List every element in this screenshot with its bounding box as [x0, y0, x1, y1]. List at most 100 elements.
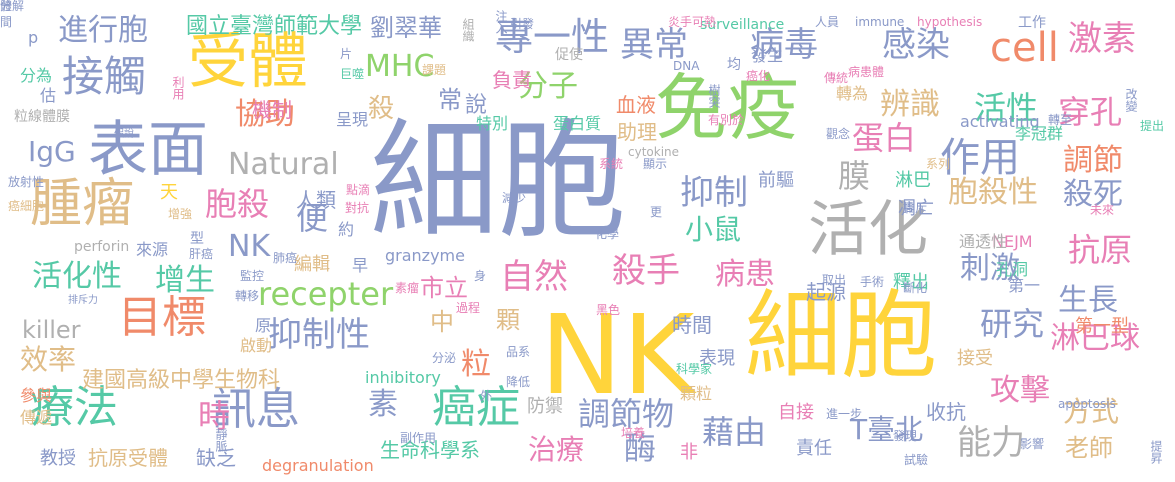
cloud-word: 身	[474, 269, 487, 283]
cloud-word: 免疫	[655, 66, 800, 150]
cloud-word: 降低	[506, 375, 531, 389]
cloud-word: killer	[22, 316, 81, 344]
cloud-word: 副作用	[400, 431, 437, 445]
cloud-word: 系列	[926, 157, 951, 171]
cloud-word: 傳統	[824, 71, 849, 85]
cloud-word: 抗原受體	[88, 446, 168, 470]
cloud-word: 調節物	[578, 395, 675, 433]
cloud-word: 工作	[1018, 15, 1046, 31]
cloud-word: 提出	[1140, 119, 1165, 133]
cloud-word: 劉翠華	[370, 14, 442, 42]
cloud-word: 分解	[0, 0, 25, 13]
cloud-word: 巨噬	[340, 67, 365, 81]
cloud-word: 傳遞	[20, 408, 53, 427]
cloud-word: 訊息	[212, 384, 300, 435]
cloud-word: NK	[540, 291, 695, 419]
cloud-word: 炎手可熱	[668, 15, 717, 29]
cloud-word: 斷化	[903, 281, 928, 295]
cloud-word: 抑制	[680, 173, 748, 213]
cloud-word: 殺死	[1063, 177, 1123, 212]
cloud-word: 非	[680, 442, 698, 463]
cloud-word: 黑色	[596, 303, 621, 317]
cloud-word: 轉移	[235, 289, 260, 303]
cloud-word: 調節	[1063, 143, 1123, 178]
cloud-word: 負責	[492, 68, 532, 92]
cloud-word: 市立	[420, 274, 468, 302]
cloud-word: 攻擊	[990, 373, 1050, 408]
cloud-word: 穿孔	[1058, 93, 1123, 131]
cloud-word: 前驅	[758, 170, 794, 191]
cloud-word: 人類	[296, 188, 336, 212]
cloud-word: 外	[480, 389, 493, 403]
cloud-word: 協助	[235, 97, 295, 132]
cloud-word: 接受	[957, 348, 993, 369]
cloud-word: 凋亡	[898, 198, 934, 219]
cloud-word: 第一	[1008, 276, 1041, 295]
cloud-word: 分泌	[432, 351, 457, 365]
cloud-word: 第一型	[1075, 316, 1129, 337]
cloud-word: hypothesis	[917, 15, 983, 29]
cloud-word: 病毒	[750, 25, 818, 65]
cloud-word: 培養	[621, 426, 646, 440]
cloud-word: 小鼠	[685, 213, 742, 246]
cloud-word: 抑制性	[268, 315, 370, 355]
cloud-word: 排斥力	[68, 295, 98, 306]
cloud-word: 原	[255, 316, 272, 335]
cloud-word: Natural	[228, 147, 339, 182]
cloud-word: 殺手	[612, 251, 680, 291]
cloud-word: 受體	[188, 27, 308, 97]
cloud-word: 專一性	[495, 15, 610, 59]
cloud-word: 起源	[806, 280, 846, 304]
cloud-word: 化學	[595, 227, 620, 241]
cloud-word: 病患	[715, 257, 775, 292]
cloud-word: 胞殺性	[948, 175, 1038, 210]
cloud-word: 增強	[168, 207, 193, 221]
cloud-word: 發現	[893, 429, 918, 443]
cloud-word: immune	[855, 15, 905, 29]
cloud-word: 助理	[617, 120, 657, 144]
cloud-word: 細胞	[745, 280, 937, 392]
cloud-word: 放射性	[8, 175, 45, 189]
cloud-word: 未來	[1090, 203, 1115, 217]
cloud-word: granzyme	[385, 246, 465, 265]
cloud-word: 淋巴	[895, 170, 931, 191]
cloud-word: 殺	[368, 94, 395, 124]
cloud-word: 肺癌	[273, 251, 298, 265]
cloud-word: 蛋白	[852, 119, 917, 157]
cloud-word: NEJM	[992, 232, 1033, 251]
cloud-word: 蛋白質	[553, 114, 602, 133]
cloud-word: 生命科學系	[380, 438, 480, 462]
cloud-word: 監控	[240, 269, 265, 283]
cloud-word: 觀念	[826, 127, 851, 141]
cloud-word: surveillance	[700, 17, 785, 33]
cloud-word: 估	[40, 86, 57, 105]
cloud-word: 表現	[699, 348, 735, 369]
cloud-word: 接觸	[62, 52, 147, 101]
cloud-word: 活化	[808, 195, 928, 265]
cloud-word: 引發	[510, 17, 535, 31]
cloud-word: 血液	[616, 93, 656, 117]
cloud-word: cell	[990, 25, 1059, 71]
cloud-word: 分子	[518, 69, 578, 104]
cloud-word: 目標	[118, 292, 206, 343]
cloud-word: 癌細胞	[8, 199, 45, 213]
cloud-word: degranulation	[262, 456, 374, 475]
cloud-word: 早	[352, 256, 369, 275]
cloud-word: 片	[340, 47, 353, 61]
cloud-word: 胞殺	[205, 185, 270, 223]
cloud-word: 中	[430, 308, 454, 336]
cloud-word: 癌症	[432, 382, 520, 433]
cloud-word: 進行胞	[58, 13, 148, 48]
cloud-word: 素瘤	[395, 281, 420, 295]
cloud-word: 抗原	[1068, 231, 1133, 269]
cloud-word: 收抗	[926, 400, 966, 424]
cloud-word: 利用	[171, 76, 185, 100]
cloud-word: 間	[0, 15, 13, 29]
cloud-word: 感染	[882, 25, 950, 65]
cloud-word: 體	[0, 0, 13, 13]
cloud-word: inhibitory	[365, 368, 441, 387]
cloud-word: 療法	[30, 382, 118, 433]
cloud-word: 效率	[20, 343, 77, 376]
cloud-word: 試驗	[904, 453, 929, 467]
